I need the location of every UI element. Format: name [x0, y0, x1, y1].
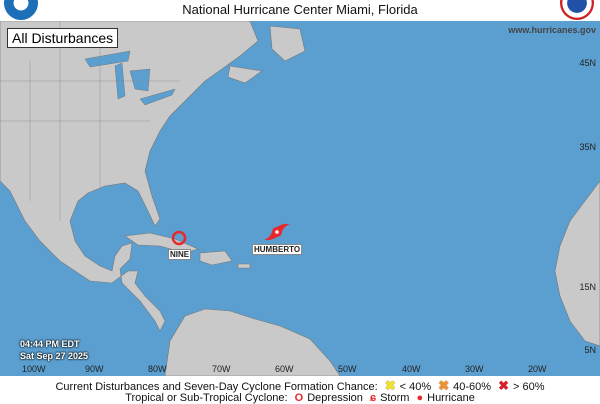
- legend-cyclone-types: Tropical or Sub-Tropical Cyclone: O Depre…: [0, 392, 600, 404]
- storm-label-humberto[interactable]: HUMBERTO: [252, 244, 303, 255]
- legend-label: Current Disturbances and Seven-Day Cyclo…: [55, 381, 378, 393]
- legend-medium: 40-60%: [453, 381, 492, 393]
- land-puerto-rico: [237, 263, 251, 269]
- nws-logo: [560, 0, 594, 20]
- land-north-america: [0, 21, 259, 332]
- legend-low: < 40%: [399, 381, 432, 393]
- lon-label: 90W: [85, 364, 104, 374]
- lon-label: 40W: [402, 364, 421, 374]
- map-land: [0, 21, 600, 376]
- map: All Disturbances www.hurricanes.gov 45N …: [0, 21, 600, 376]
- map-title: All Disturbances: [7, 28, 119, 48]
- legend-formation-chance: Current Disturbances and Seven-Day Cyclo…: [0, 378, 600, 394]
- legend-hurricane: Hurricane: [427, 392, 475, 404]
- lat-label: 5N: [584, 345, 596, 355]
- header: National Hurricane Center Miami, Florida: [0, 0, 600, 21]
- high-chance-x-icon: ✖: [498, 378, 510, 393]
- lake-erie: [139, 88, 176, 106]
- land-south-america: [164, 308, 341, 376]
- noaa-logo: [4, 0, 38, 20]
- website-label: www.hurricanes.gov: [508, 25, 596, 35]
- lat-label: 35N: [579, 142, 596, 152]
- legend-high: > 60%: [513, 381, 545, 393]
- legend-storm: Storm: [380, 392, 410, 404]
- land-nova-scotia: [227, 65, 263, 84]
- lon-label: 80W: [148, 364, 167, 374]
- depression-icon: O: [294, 392, 304, 404]
- lon-label: 30W: [465, 364, 484, 374]
- lat-label: 45N: [579, 58, 596, 68]
- land-africa: [554, 180, 600, 347]
- storm-icon: ɕ: [369, 392, 377, 404]
- lon-label: 100W: [22, 364, 46, 374]
- legend-label: Tropical or Sub-Tropical Cyclone:: [125, 392, 288, 404]
- depression-icon: [171, 230, 187, 246]
- lake-huron: [129, 68, 151, 92]
- low-chance-x-icon: ✖: [384, 378, 396, 393]
- medium-chance-x-icon: ✖: [438, 378, 450, 393]
- lon-label: 70W: [212, 364, 231, 374]
- storm-label-nine[interactable]: NINE: [168, 249, 192, 260]
- hurricane-icon: [264, 223, 290, 241]
- legend-depression: Depression: [307, 392, 363, 404]
- land-newfoundland: [269, 25, 306, 62]
- lon-label: 20W: [528, 364, 547, 374]
- lon-label: 50W: [338, 364, 357, 374]
- land-hispaniola: [199, 250, 233, 266]
- land-cuba: [124, 232, 199, 254]
- page-title: National Hurricane Center Miami, Florida: [182, 2, 418, 17]
- issue-date: Sat Sep 27 2025: [20, 351, 89, 361]
- lat-label: 15N: [579, 282, 596, 292]
- lake-superior: [84, 50, 131, 68]
- lon-label: 60W: [275, 364, 294, 374]
- issue-time: 04:44 PM EDT: [20, 339, 80, 349]
- hurricane-icon: ●: [416, 392, 424, 404]
